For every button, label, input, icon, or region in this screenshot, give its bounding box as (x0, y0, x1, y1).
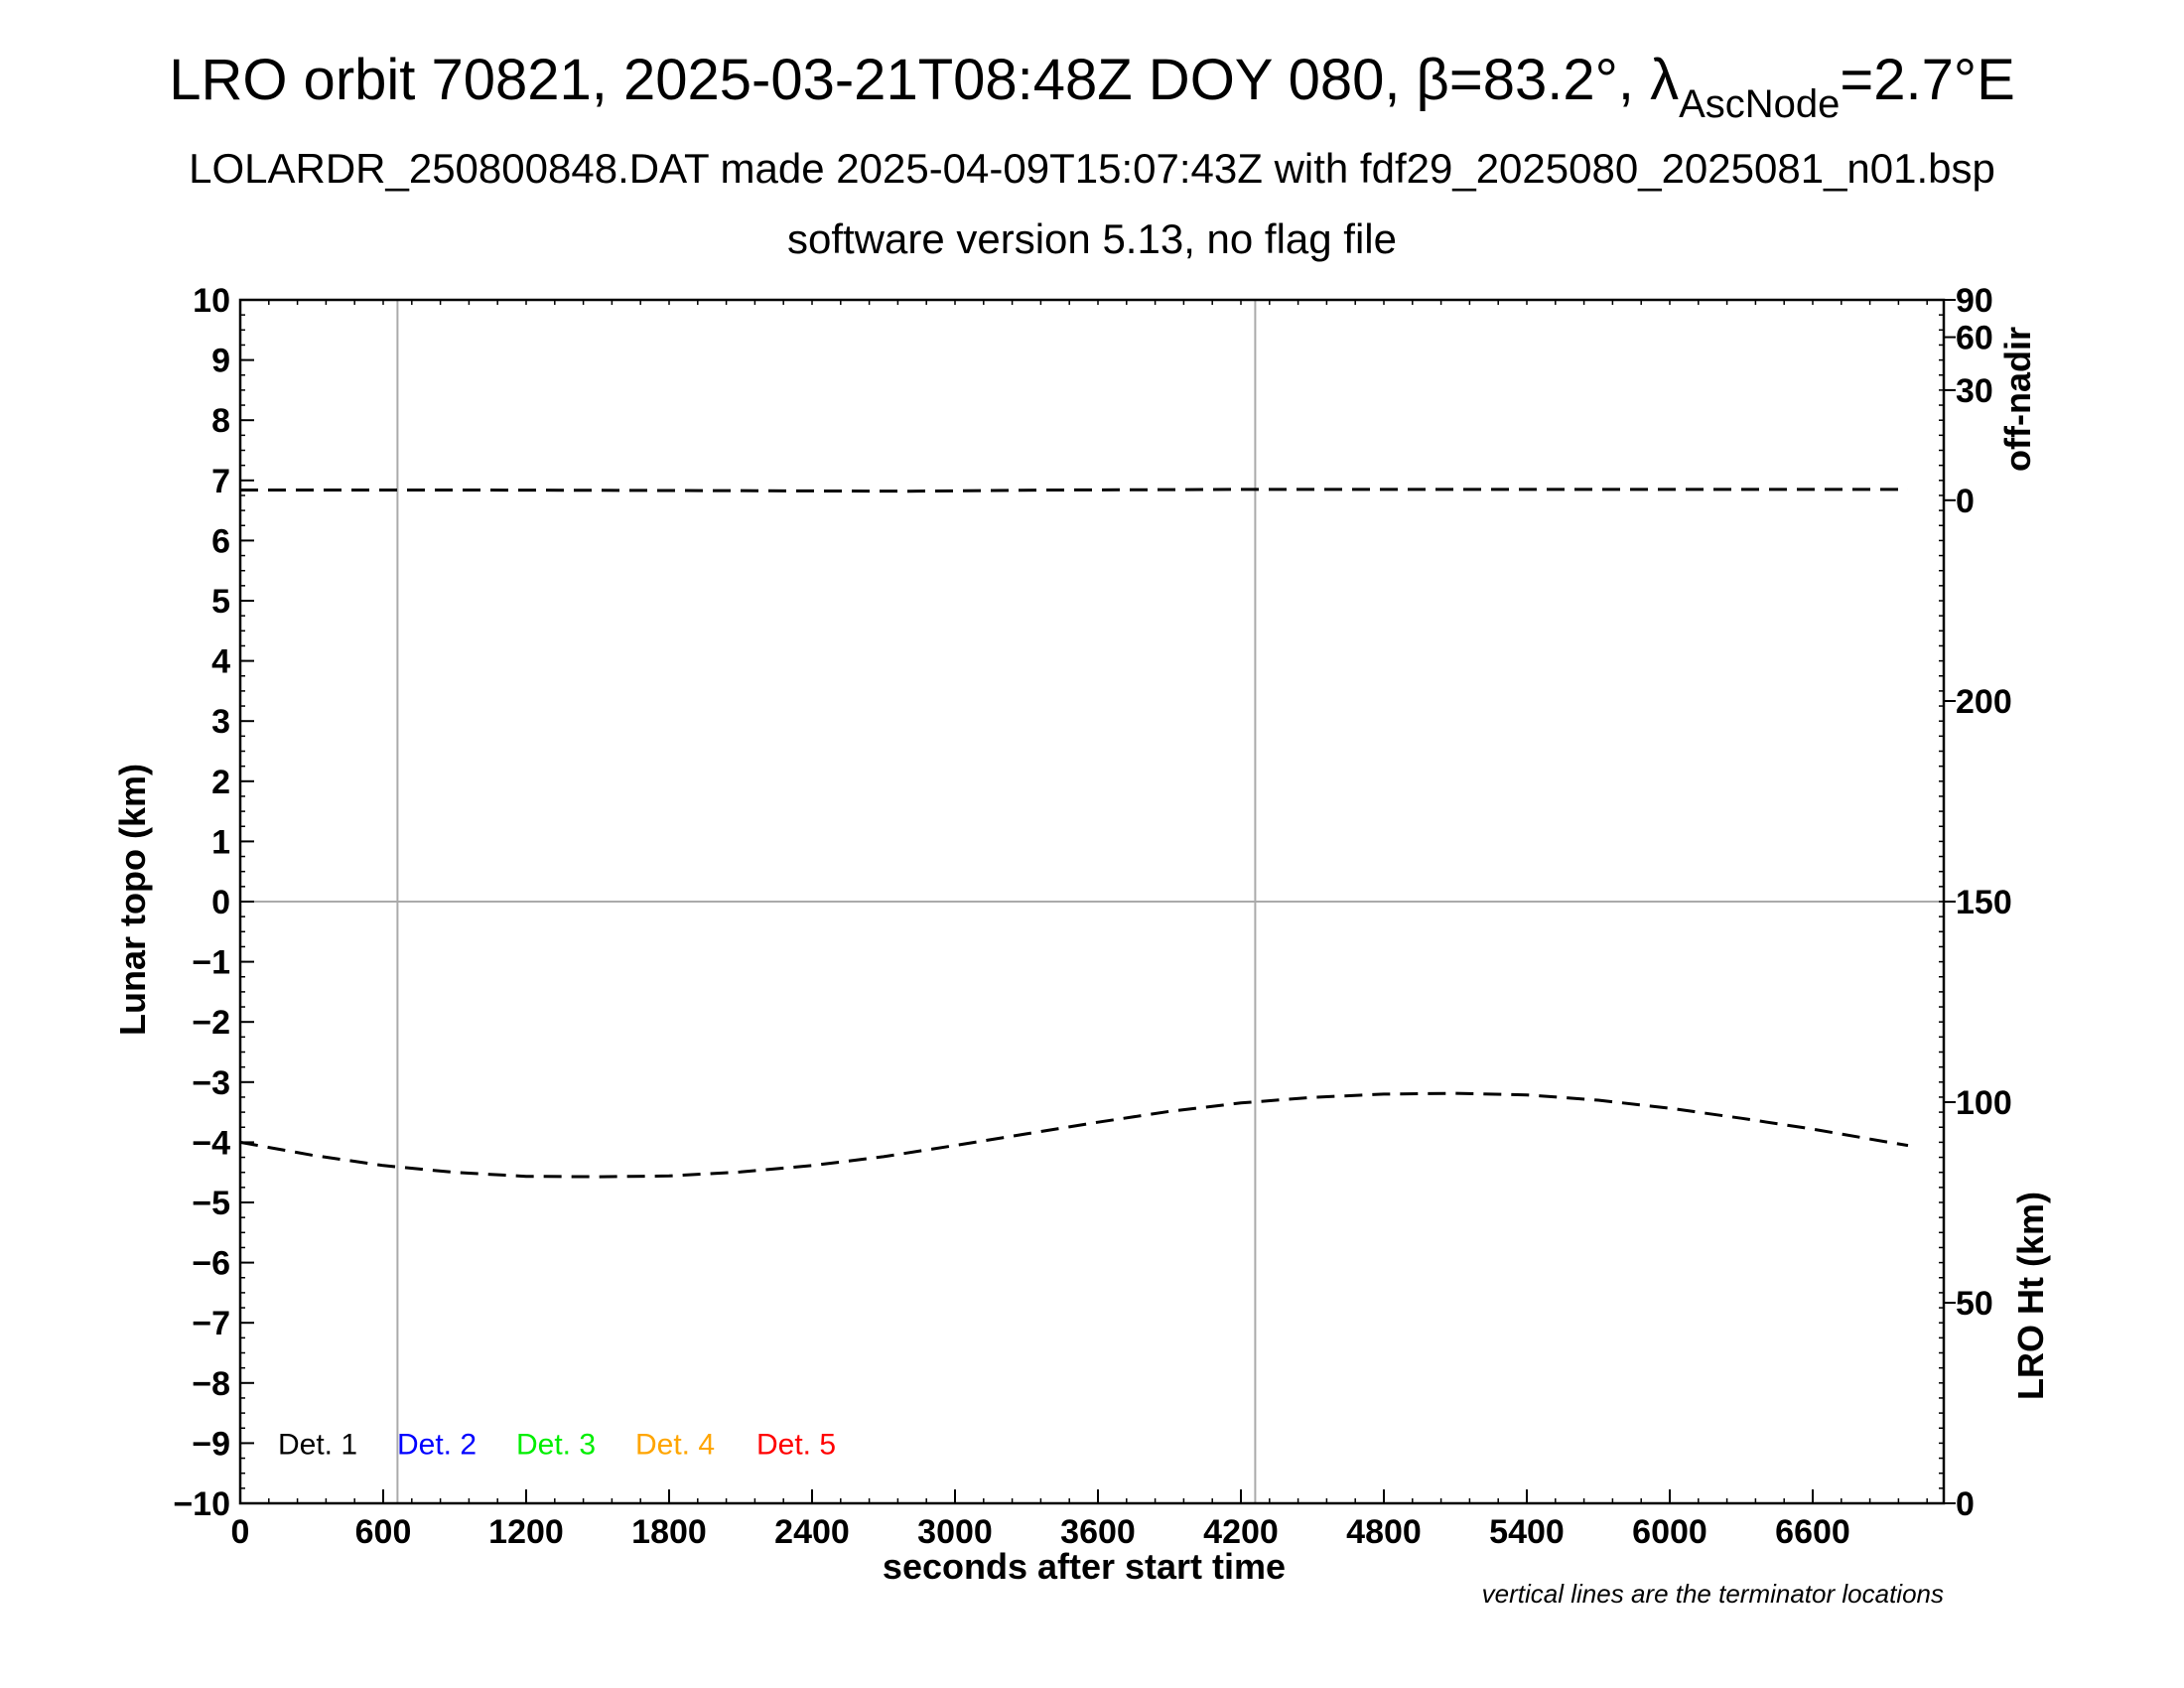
height-tick-label: 0 (1956, 1485, 1975, 1523)
height-tick-label: 200 (1956, 683, 2012, 721)
chart-title-suffix: =2.7°E (1840, 48, 2014, 112)
off-nadir-series (240, 488, 1908, 493)
terminator-footnote: vertical lines are the terminator locati… (1482, 1579, 1944, 1609)
y-tick-label: 1 (211, 823, 230, 861)
y-tick-label: −2 (192, 1004, 230, 1042)
legend-item: Det. 1 (278, 1428, 357, 1461)
chart-title-subscript: AscNode (1679, 82, 1840, 126)
chart-subtitle-2: software version 5.13, no flag file (787, 215, 1397, 262)
y-tick-label: −4 (192, 1124, 230, 1162)
y-tick-label: 10 (193, 282, 230, 320)
off-nadir-tick-label: 60 (1956, 320, 1993, 357)
x-tick-label: 6000 (1632, 1513, 1707, 1551)
y-tick-label: 7 (211, 463, 230, 500)
legend-item: Det. 3 (516, 1428, 596, 1461)
x-tick-label: 1800 (631, 1513, 707, 1551)
y-tick-label: 2 (211, 764, 230, 801)
x-tick-label: 3000 (917, 1513, 993, 1551)
y-tick-label: −3 (192, 1064, 230, 1102)
x-tick-label: 4800 (1346, 1513, 1422, 1551)
y-tick-label: −8 (192, 1365, 230, 1403)
x-axis-label: seconds after start time (883, 1546, 1286, 1587)
y-tick-label: −6 (192, 1245, 230, 1283)
legend-item: Det. 5 (756, 1428, 836, 1461)
off-nadir-tick-label: 90 (1956, 282, 1993, 320)
y-tick-label: 5 (211, 583, 230, 621)
height-tick-label: 100 (1956, 1084, 2012, 1122)
chart-title: LRO orbit 70821, 2025-03-21T08:48Z DOY 0… (169, 48, 2015, 126)
x-tick-label: 5400 (1489, 1513, 1565, 1551)
chart-title-prefix: LRO orbit 70821, 2025-03-21T08:48Z DOY 0… (169, 48, 1679, 112)
y-tick-label: 8 (211, 402, 230, 440)
y-tick-label: 9 (211, 343, 230, 380)
height-axis-label: LRO Ht (km) (2010, 1192, 2051, 1400)
y-tick-label: 0 (211, 884, 230, 921)
chart-subtitle: LOLARDR_250800848.DAT made 2025-04-09T15… (189, 145, 1995, 192)
x-tick-label: 600 (355, 1513, 412, 1551)
off-nadir-axis-label: off-nadir (1997, 327, 2038, 472)
y-axis-label: Lunar topo (km) (112, 764, 153, 1036)
x-tick-label: 2400 (774, 1513, 850, 1551)
x-tick-label: 1200 (488, 1513, 564, 1551)
y-tick-label: −5 (192, 1185, 230, 1222)
off-nadir-tick-label: 30 (1956, 372, 1993, 410)
y-tick-label: 4 (211, 643, 230, 681)
y-tick-label: 6 (211, 522, 230, 560)
height-tick-label: 150 (1956, 884, 2012, 921)
y-tick-label: −9 (192, 1425, 230, 1463)
y-tick-label: −10 (173, 1485, 230, 1523)
legend-item: Det. 4 (635, 1428, 715, 1461)
off-nadir-tick-label: 0 (1956, 483, 1975, 520)
x-tick-label: 3600 (1060, 1513, 1136, 1551)
x-tick-label: 6600 (1775, 1513, 1850, 1551)
x-tick-label: 4200 (1203, 1513, 1279, 1551)
lro-height-series (239, 1091, 1909, 1179)
x-tick-label: 0 (231, 1513, 250, 1551)
y-tick-label: 3 (211, 703, 230, 741)
legend-item: Det. 2 (397, 1428, 477, 1461)
y-tick-label: −7 (192, 1305, 230, 1342)
y-tick-label: −1 (192, 944, 230, 982)
height-tick-label: 50 (1956, 1285, 1993, 1323)
